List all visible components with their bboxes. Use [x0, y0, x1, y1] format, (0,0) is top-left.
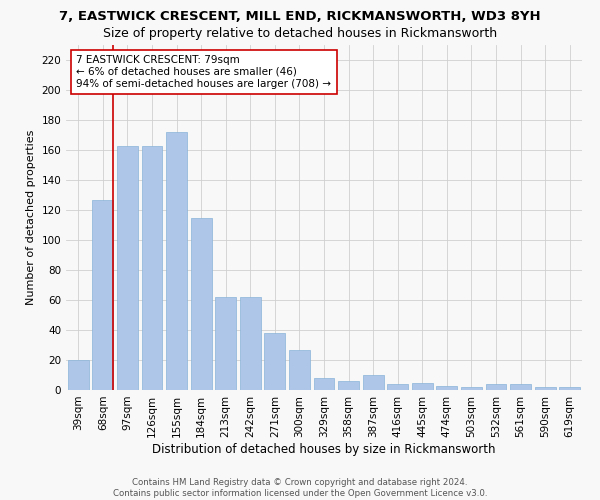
Bar	[117, 146, 138, 390]
Bar	[535, 387, 556, 390]
Bar	[240, 297, 261, 390]
Bar	[289, 350, 310, 390]
Bar	[265, 333, 286, 390]
Text: Contains HM Land Registry data © Crown copyright and database right 2024.
Contai: Contains HM Land Registry data © Crown c…	[113, 478, 487, 498]
Bar	[362, 375, 383, 390]
Bar	[142, 146, 163, 390]
Bar	[338, 381, 359, 390]
Bar	[68, 360, 89, 390]
Text: 7 EASTWICK CRESCENT: 79sqm
← 6% of detached houses are smaller (46)
94% of semi-: 7 EASTWICK CRESCENT: 79sqm ← 6% of detac…	[76, 56, 331, 88]
Bar	[461, 387, 482, 390]
Bar	[485, 384, 506, 390]
Bar	[314, 378, 334, 390]
Bar	[387, 384, 408, 390]
Bar	[92, 200, 113, 390]
Y-axis label: Number of detached properties: Number of detached properties	[26, 130, 36, 305]
Bar	[412, 382, 433, 390]
Bar	[436, 386, 457, 390]
Bar	[510, 384, 531, 390]
Text: 7, EASTWICK CRESCENT, MILL END, RICKMANSWORTH, WD3 8YH: 7, EASTWICK CRESCENT, MILL END, RICKMANS…	[59, 10, 541, 23]
Bar	[215, 297, 236, 390]
X-axis label: Distribution of detached houses by size in Rickmansworth: Distribution of detached houses by size …	[152, 442, 496, 456]
Bar	[559, 387, 580, 390]
Text: Size of property relative to detached houses in Rickmansworth: Size of property relative to detached ho…	[103, 28, 497, 40]
Bar	[166, 132, 187, 390]
Bar	[191, 218, 212, 390]
